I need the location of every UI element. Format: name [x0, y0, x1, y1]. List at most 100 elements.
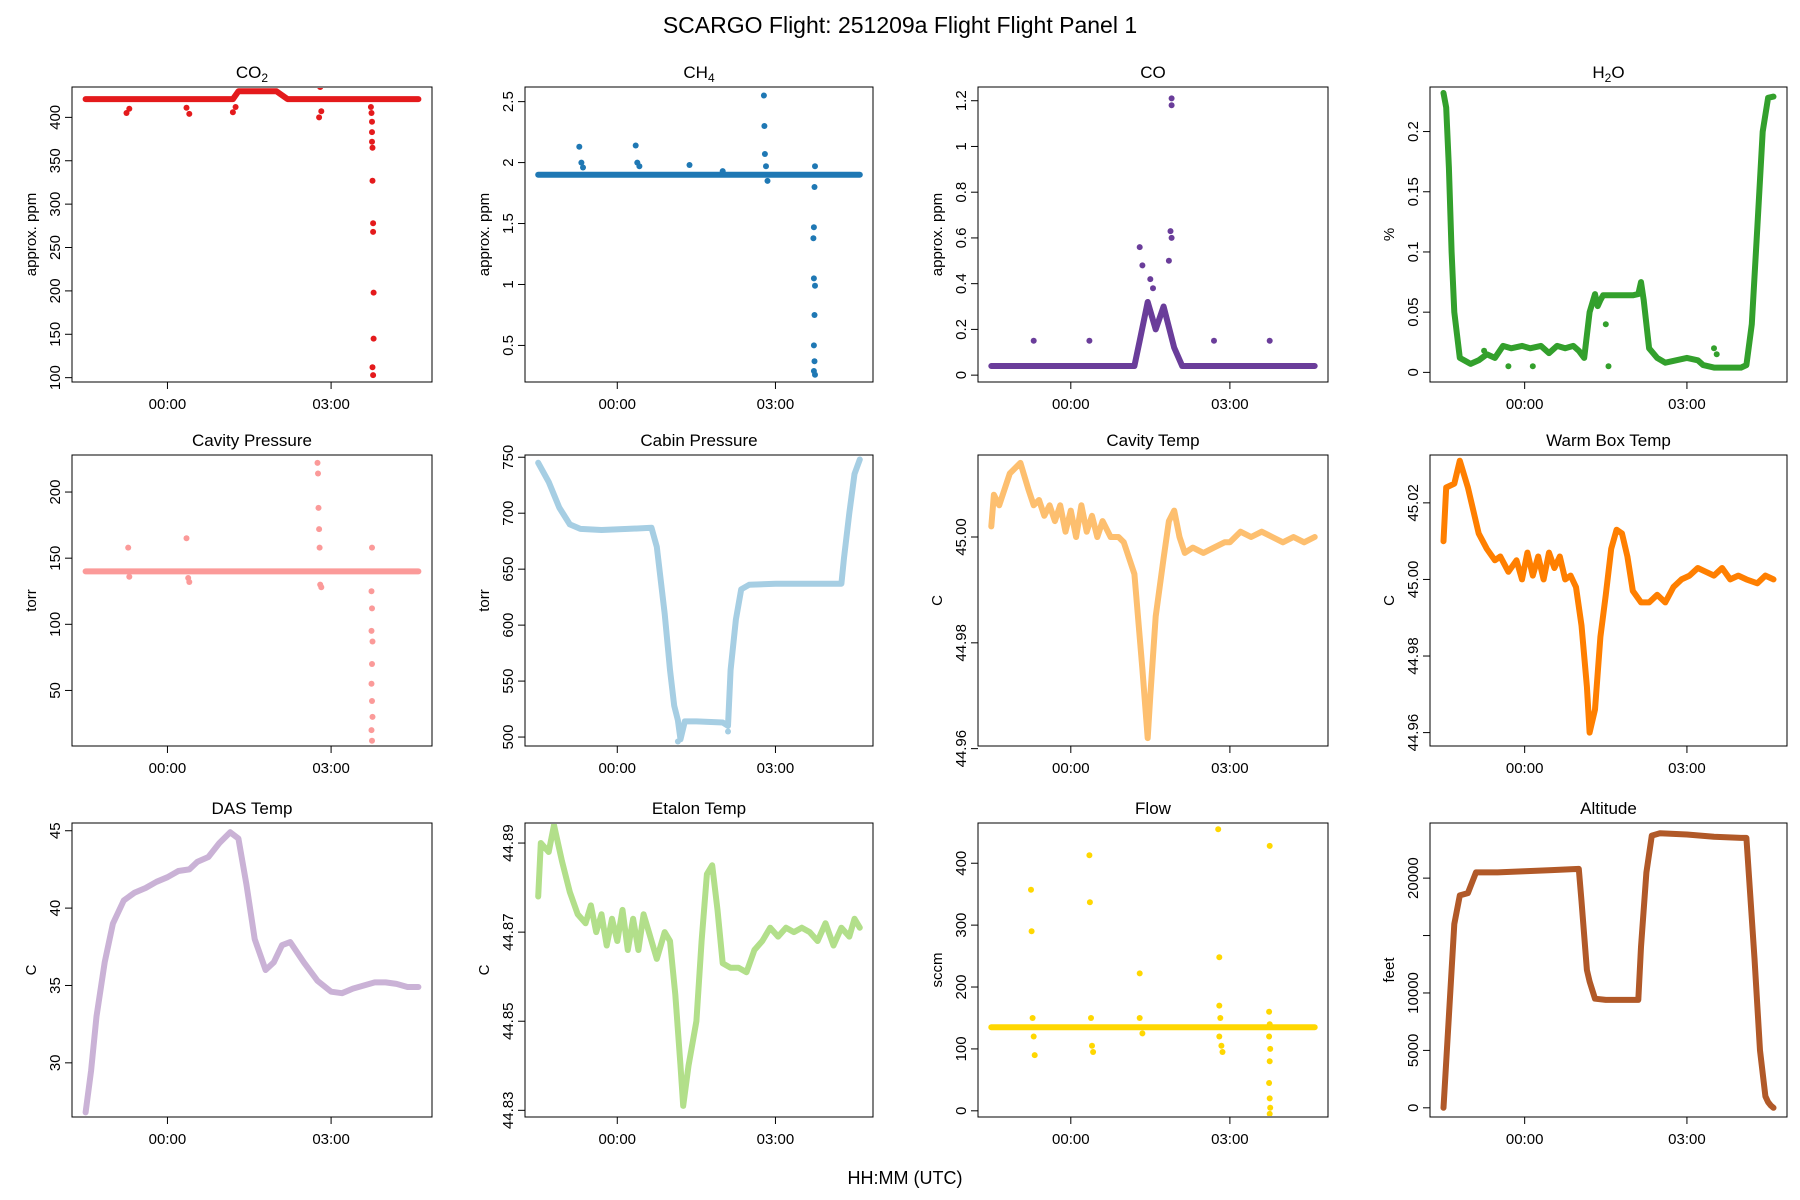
y-tick-label: 0.8	[953, 182, 970, 203]
data-point	[760, 92, 767, 99]
data-point	[810, 342, 817, 349]
plot-frame	[524, 86, 874, 383]
y-tick-label: 100	[47, 365, 64, 390]
data-layer	[988, 95, 1318, 369]
data-point	[1136, 244, 1143, 251]
y-axis-label: torr	[476, 589, 493, 612]
data-point	[1216, 1002, 1223, 1009]
panel-title: Altitude	[1580, 799, 1637, 818]
data-point	[1028, 886, 1034, 893]
data-point	[1168, 234, 1175, 241]
data-point	[1168, 102, 1175, 109]
data-point	[370, 220, 377, 227]
data-point	[1267, 1045, 1274, 1052]
data-point	[812, 371, 818, 378]
x-tick-label: 00:00	[149, 396, 187, 413]
plot-frame	[524, 822, 874, 1118]
y-axis-label: approx. ppm	[476, 193, 493, 276]
figure-title: SCARGO Flight: 251209a Flight Flight Pan…	[663, 12, 1137, 38]
data-point	[369, 129, 375, 136]
x-tick-label: 00:00	[149, 760, 187, 777]
data-point	[1605, 363, 1612, 370]
data-point	[686, 162, 693, 168]
data-point	[1139, 1030, 1146, 1037]
y-tick-label: 0.5	[500, 335, 517, 356]
y-tick-label: 550	[500, 669, 517, 694]
data-point	[370, 289, 377, 296]
panel-3: CO 0 0.2 0.4 0.6 0.8 1 1.2 00:00 03:00 approx. ppm	[929, 63, 1329, 413]
data-point	[761, 123, 768, 129]
plot-frame	[977, 86, 1329, 383]
data-point	[810, 275, 817, 282]
plot-frame	[1429, 454, 1788, 747]
y-axis-label: approx. ppm	[23, 193, 40, 276]
y-tick-label: 35	[47, 977, 64, 994]
y-tick-label: 150	[47, 322, 64, 347]
y-tick-label: 1	[500, 280, 517, 288]
x-tick-label: 03:00	[312, 1131, 350, 1148]
data-point	[1267, 1104, 1274, 1111]
y-tick-label: 650	[500, 557, 517, 582]
data-point	[316, 544, 323, 551]
data-point	[314, 459, 321, 466]
data-point	[316, 114, 323, 121]
y-tick-label: 0.2	[1405, 121, 1422, 142]
data-point	[318, 584, 325, 591]
data-layer	[535, 92, 863, 378]
data-point	[369, 713, 376, 720]
panel-title: CH4	[683, 63, 715, 85]
y-tick-label: 2	[500, 158, 517, 166]
data-point	[1028, 928, 1035, 935]
y-tick-label: 45.00	[1405, 561, 1422, 599]
data-layer	[1440, 90, 1777, 371]
panel-title: Warm Box Temp	[1546, 431, 1671, 450]
y-tick-label: 45.02	[1405, 484, 1422, 522]
x-tick-label: 00:00	[149, 1131, 187, 1148]
data-point	[126, 573, 133, 580]
data-point	[125, 544, 132, 551]
y-axis-label: C	[929, 595, 946, 606]
y-tick-label: 750	[500, 445, 517, 470]
data-layer	[1440, 457, 1777, 736]
data-point	[1150, 285, 1156, 292]
x-tick-label: 03:00	[757, 396, 795, 413]
plot-frame	[1429, 86, 1788, 383]
data-point	[369, 737, 375, 744]
data-point	[369, 698, 375, 704]
x-tick-label: 00:00	[598, 760, 636, 777]
data-layer	[1440, 830, 1777, 1111]
data-point	[811, 312, 818, 318]
plot-frame	[1429, 822, 1788, 1118]
data-point	[186, 579, 193, 585]
panel-title: Etalon Temp	[652, 799, 746, 818]
y-tick-label: 700	[500, 501, 517, 526]
data-point	[1030, 1033, 1037, 1040]
data-point	[369, 118, 375, 125]
x-tick-label: 03:00	[1668, 1131, 1706, 1148]
data-point	[367, 104, 374, 110]
data-point	[1086, 852, 1093, 859]
data-point	[1168, 95, 1175, 102]
series-line	[988, 459, 1318, 742]
panel-2: CH4 0.5 1 1.5 2 2.5 00:00 03:00 approx. ppm	[476, 63, 874, 413]
y-axis-label: %	[1381, 228, 1398, 241]
data-point	[1266, 1095, 1273, 1102]
data-point	[1529, 363, 1536, 370]
y-tick-label: 20000	[1405, 857, 1422, 899]
data-point	[126, 105, 133, 112]
y-tick-label: 150	[47, 546, 64, 571]
y-tick-label: 300	[47, 192, 64, 217]
data-point	[763, 163, 769, 170]
data-point	[1505, 363, 1512, 370]
data-point	[315, 504, 322, 511]
panel-8: Warm Box Temp 44.96 44.98 45.00 45.02 00:00 03…	[1381, 431, 1788, 777]
data-point	[764, 177, 771, 184]
y-axis-label: torr	[23, 589, 40, 612]
x-tick-label: 00:00	[1052, 1131, 1090, 1148]
panel-title: Cavity Temp	[1106, 431, 1199, 450]
plot-frame	[524, 454, 874, 747]
x-tick-label: 00:00	[1052, 396, 1090, 413]
y-tick-label: 0.1	[1405, 242, 1422, 263]
data-layer	[82, 829, 422, 1116]
y-tick-label: 0.6	[953, 228, 970, 249]
